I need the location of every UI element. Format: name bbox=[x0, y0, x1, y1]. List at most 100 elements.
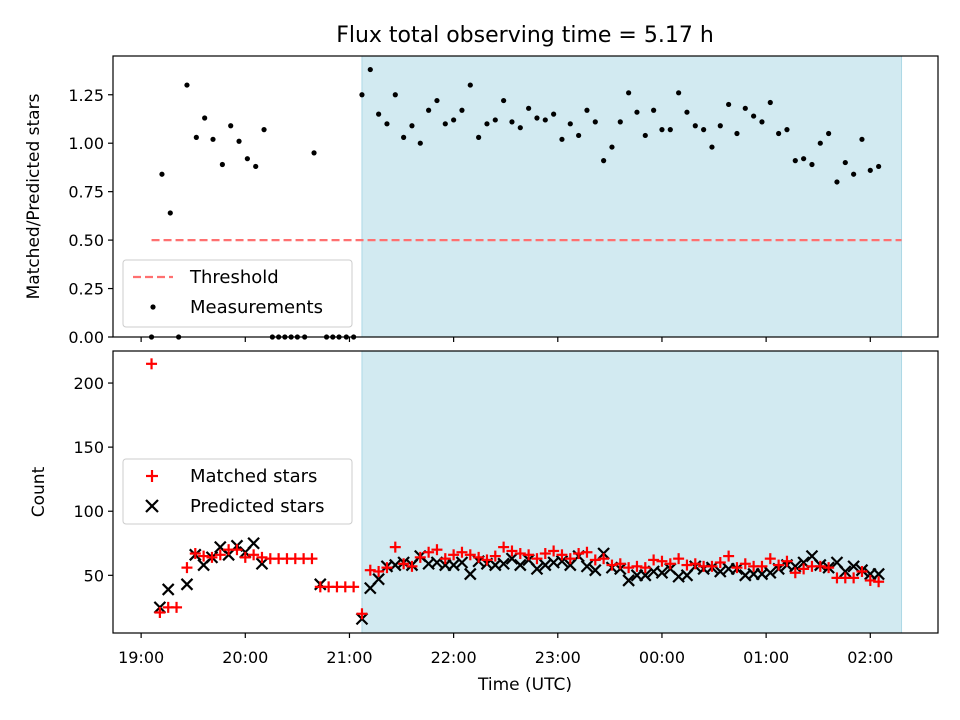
bottom-axes-frame bbox=[112, 350, 939, 634]
predicted-marker-stroke bbox=[489, 558, 502, 572]
top-y-tick-label: 0.50 bbox=[68, 231, 104, 250]
measurement-point bbox=[476, 134, 482, 140]
top-y-tick-label: 1.00 bbox=[68, 134, 104, 153]
matched-marker bbox=[673, 553, 685, 565]
bottom-y-tick-label: 150 bbox=[73, 438, 104, 457]
predicted-marker-stroke bbox=[839, 565, 852, 578]
measurement-point bbox=[210, 136, 216, 142]
measurement-point bbox=[467, 82, 473, 88]
measurement-point bbox=[559, 136, 565, 142]
matched-marker bbox=[764, 553, 776, 565]
predicted-marker bbox=[872, 567, 885, 581]
predicted-marker-stroke bbox=[830, 556, 844, 569]
x-tick-label: 22:00 bbox=[431, 648, 477, 667]
measurement-point bbox=[817, 140, 823, 146]
measurement-point bbox=[426, 107, 432, 113]
predicted-marker bbox=[514, 558, 527, 572]
top-legend: Threshold Measurements bbox=[122, 259, 353, 328]
measurement-point bbox=[659, 127, 665, 133]
predicted-marker-stroke bbox=[789, 560, 802, 573]
measurement-point bbox=[384, 121, 390, 127]
measurement-point bbox=[726, 101, 732, 108]
predicted-marker bbox=[839, 565, 852, 578]
matched-marker bbox=[873, 576, 885, 588]
predicted-marker-stroke bbox=[797, 556, 810, 569]
measurement-point bbox=[219, 161, 225, 168]
predicted-marker bbox=[505, 552, 519, 565]
matched-marker bbox=[239, 551, 251, 563]
chart-title: Flux total observing time = 5.17 h bbox=[336, 23, 714, 48]
matched-marker bbox=[798, 563, 810, 575]
matched-marker bbox=[589, 554, 601, 566]
bottom-y-axis-label: Count bbox=[29, 466, 49, 517]
matched-marker bbox=[514, 548, 526, 560]
predicted-marker-stroke bbox=[714, 565, 727, 578]
matched-marker bbox=[489, 550, 501, 562]
predicted-marker-stroke bbox=[497, 557, 510, 571]
measurement-point bbox=[253, 163, 259, 170]
measurement-point bbox=[684, 109, 690, 115]
matched-marker bbox=[681, 559, 693, 571]
predicted-marker bbox=[622, 574, 635, 587]
measurement-point bbox=[367, 66, 373, 73]
matched-marker bbox=[214, 549, 226, 561]
measurement-point bbox=[784, 127, 790, 133]
bottom-observing-window bbox=[361, 350, 903, 634]
predicted-marker bbox=[447, 558, 460, 572]
top-axes-frame bbox=[112, 55, 939, 338]
predicted-marker-stroke bbox=[764, 566, 777, 580]
measurement-point bbox=[867, 167, 873, 173]
matched-marker bbox=[581, 546, 593, 558]
predicted-marker-stroke bbox=[805, 549, 819, 563]
legend-predicted-label: Predicted stars bbox=[190, 496, 324, 517]
matched-marker bbox=[381, 562, 393, 574]
predicted-marker bbox=[847, 560, 860, 573]
matched-marker bbox=[154, 606, 166, 618]
measurement-point bbox=[401, 134, 407, 140]
measurement-point bbox=[576, 132, 582, 139]
top-y-tick-label: 0.75 bbox=[68, 183, 104, 202]
predicted-marker-stroke bbox=[255, 557, 269, 571]
measurement-point bbox=[801, 156, 807, 162]
measurement-point bbox=[609, 144, 615, 150]
matched-marker bbox=[756, 560, 768, 572]
matched-marker bbox=[548, 545, 560, 557]
matched-marker bbox=[531, 553, 543, 565]
predicted-marker-stroke bbox=[755, 567, 769, 581]
measurement-point bbox=[509, 119, 515, 125]
x-tick-label: 02:00 bbox=[847, 648, 893, 667]
measurement-point bbox=[184, 82, 190, 88]
predicted-marker bbox=[372, 572, 385, 586]
bottom-y-tick-label: 100 bbox=[73, 502, 104, 521]
measurement-point bbox=[851, 171, 857, 177]
predicted-marker-stroke bbox=[639, 569, 652, 582]
measurement-point bbox=[717, 123, 723, 129]
bottom-y-tick-label: 50 bbox=[84, 566, 104, 585]
predicted-marker-stroke bbox=[655, 566, 669, 580]
measurement-points bbox=[148, 66, 882, 340]
predicted-marker-stroke bbox=[514, 558, 527, 572]
measurement-point bbox=[634, 109, 640, 115]
legend-predicted-swatch bbox=[145, 499, 159, 513]
matched-marker bbox=[146, 358, 158, 370]
matched-marker bbox=[739, 558, 751, 570]
matched-marker bbox=[473, 551, 485, 563]
matched-star-markers bbox=[146, 358, 885, 620]
predicted-marker-stroke bbox=[547, 556, 560, 569]
measurement-point bbox=[442, 121, 448, 127]
bottom-legend: Matched stars Predicted stars bbox=[122, 458, 353, 525]
measurement-point bbox=[759, 119, 765, 125]
legend-matched-label: Matched stars bbox=[190, 466, 317, 487]
matched-marker bbox=[506, 545, 518, 557]
predicted-marker-stroke bbox=[530, 562, 544, 576]
predicted-marker-stroke bbox=[247, 536, 260, 550]
matched-marker bbox=[448, 549, 460, 561]
measurement-point bbox=[751, 113, 757, 119]
matched-marker bbox=[348, 581, 360, 593]
legend-measurements-label: Measurements bbox=[190, 297, 323, 318]
top-y-ticks: 0.00 0.25 0.50 0.75 1.00 1.25 bbox=[68, 86, 113, 347]
measurement-point bbox=[742, 105, 748, 111]
matched-marker bbox=[773, 559, 785, 571]
bottom-x-ticks: 19:00 20:00 21:00 22:00 23:00 00:00 01:00 02:00 bbox=[118, 633, 893, 667]
matched-marker bbox=[706, 560, 718, 572]
